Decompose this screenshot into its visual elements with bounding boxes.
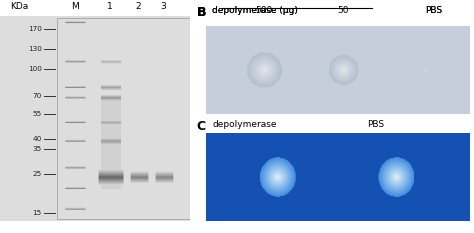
Text: KDa: KDa bbox=[10, 2, 28, 11]
Text: 170: 170 bbox=[28, 26, 42, 32]
Text: depolymerase (μg): depolymerase (μg) bbox=[212, 6, 298, 15]
Text: 130: 130 bbox=[28, 46, 42, 52]
Text: 15: 15 bbox=[32, 210, 42, 216]
Text: PBS: PBS bbox=[425, 6, 442, 15]
Text: PBS: PBS bbox=[367, 120, 384, 129]
Text: C: C bbox=[197, 120, 206, 133]
Text: 55: 55 bbox=[32, 111, 42, 117]
Text: B: B bbox=[197, 6, 206, 19]
Text: 50: 50 bbox=[337, 6, 349, 15]
Text: 500: 500 bbox=[255, 6, 273, 15]
Text: 1: 1 bbox=[107, 2, 113, 11]
Text: M: M bbox=[71, 2, 79, 11]
Text: 35: 35 bbox=[32, 146, 42, 152]
Text: 2: 2 bbox=[136, 2, 141, 11]
Text: B: B bbox=[197, 6, 206, 19]
Text: 25: 25 bbox=[32, 171, 42, 177]
Bar bbox=[57, 18, 190, 219]
Text: 100: 100 bbox=[28, 66, 42, 72]
Text: PBS: PBS bbox=[425, 6, 442, 15]
Text: depolymerase: depolymerase bbox=[212, 120, 277, 129]
Text: 3: 3 bbox=[161, 2, 166, 11]
Text: 70: 70 bbox=[32, 93, 42, 99]
Text: depolymerase (μg): depolymerase (μg) bbox=[212, 6, 298, 15]
Text: 40: 40 bbox=[32, 136, 42, 142]
